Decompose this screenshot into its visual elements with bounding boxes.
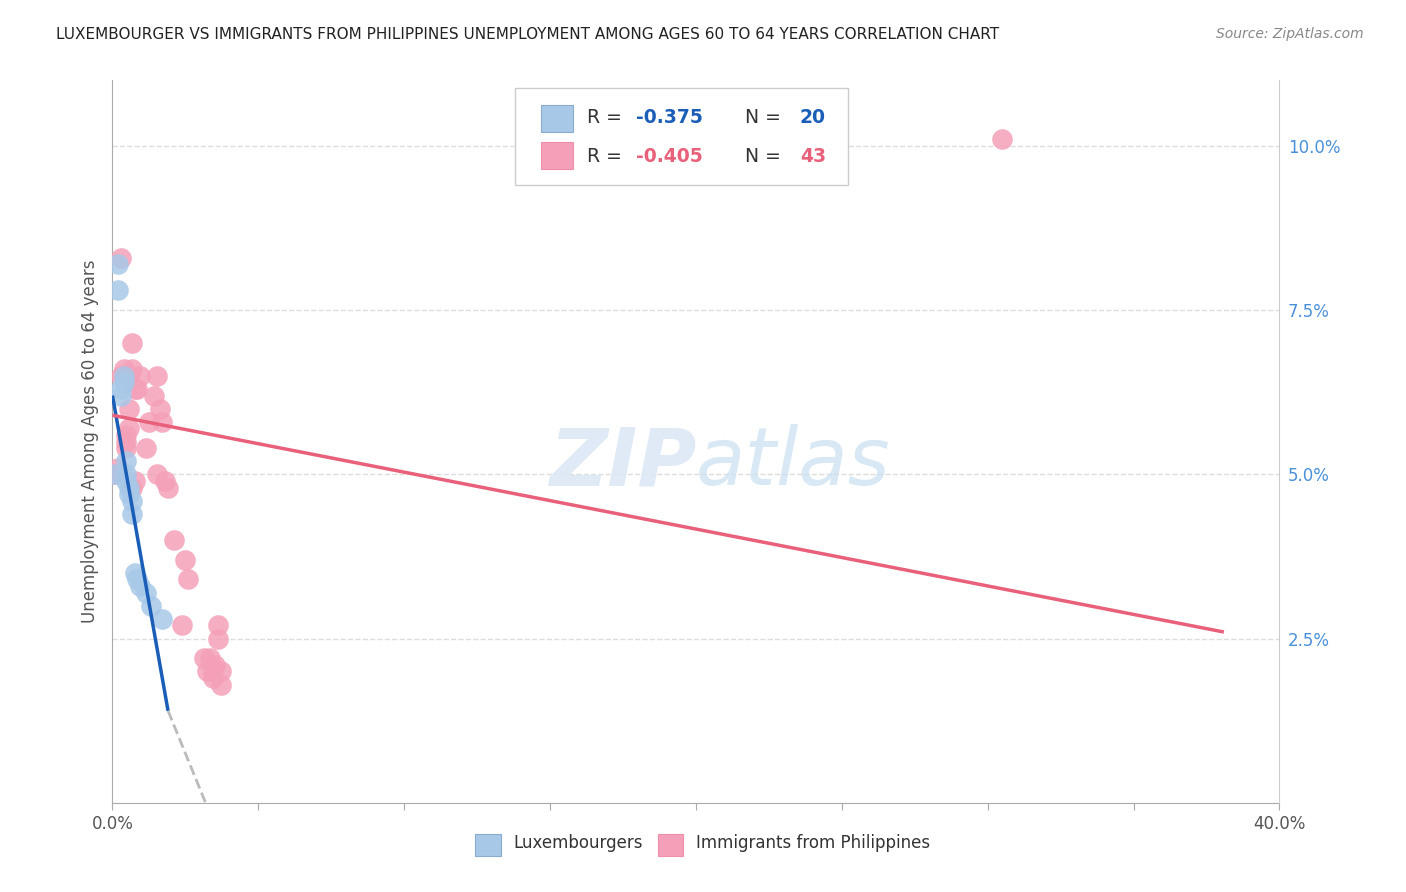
Point [204,657,226,672]
Point [112,368,135,383]
Point [107,460,129,475]
Point [112,368,135,383]
Point [121,507,143,521]
Point [112,376,135,390]
Point [115,474,138,488]
Text: 43: 43 [800,146,825,166]
Point [138,415,160,429]
Y-axis label: Unemployment Among Ages 60 to 64 years: Unemployment Among Ages 60 to 64 years [80,260,98,624]
Point [118,481,141,495]
Point [135,585,157,599]
Point [118,487,141,501]
FancyBboxPatch shape [515,87,848,185]
Point [110,251,132,265]
Point [141,599,163,613]
Point [195,665,218,679]
Text: Source: ZipAtlas.com: Source: ZipAtlas.com [1216,27,1364,41]
Text: -0.405: -0.405 [637,146,703,166]
Point [104,467,127,482]
Point [146,467,169,482]
Point [107,257,129,271]
Point [201,671,224,685]
Text: ZIP: ZIP [548,425,696,502]
Point [115,441,138,455]
Point [176,573,198,587]
Point [124,474,146,488]
Point [155,474,177,488]
Bar [541,142,574,169]
Point [129,368,152,383]
Point [118,368,141,383]
Point [121,481,143,495]
Point [121,493,143,508]
Point [110,388,132,402]
Point [110,382,132,396]
Point [124,382,146,396]
Point [207,618,229,632]
Text: R =: R = [588,108,628,128]
Point [124,566,146,580]
Point [118,421,141,435]
Text: Luxembourgers: Luxembourgers [513,834,643,852]
Point [173,553,195,567]
Point [207,632,229,646]
Text: LUXEMBOURGER VS IMMIGRANTS FROM PHILIPPINES UNEMPLOYMENT AMONG AGES 60 TO 64 YEA: LUXEMBOURGER VS IMMIGRANTS FROM PHILIPPI… [56,27,1000,42]
Point [118,401,141,416]
Point [146,368,169,383]
Point [127,382,149,396]
Text: N =: N = [727,146,787,166]
Point [127,573,149,587]
Point [990,132,1012,146]
Text: Immigrants from Philippines: Immigrants from Philippines [696,834,931,852]
Point [112,362,135,376]
Point [152,612,174,626]
Point [157,481,180,495]
Point [143,388,166,402]
Point [198,651,221,665]
Point [209,665,232,679]
Point [209,677,232,691]
Point [201,665,224,679]
Point [152,415,174,429]
Point [104,467,127,482]
Point [170,618,193,632]
Point [115,454,138,468]
Point [129,579,152,593]
Point [115,467,138,482]
Text: 20: 20 [800,108,825,128]
Point [193,651,215,665]
Point [115,428,138,442]
Point [135,441,157,455]
Bar [541,105,574,132]
Text: atlas: atlas [696,425,891,502]
Point [149,401,172,416]
Text: -0.375: -0.375 [637,108,703,128]
Text: R =: R = [588,146,628,166]
Point [121,362,143,376]
Point [162,533,184,547]
Point [115,434,138,449]
Text: N =: N = [727,108,787,128]
Point [110,368,132,383]
Point [107,284,129,298]
Point [121,336,143,351]
